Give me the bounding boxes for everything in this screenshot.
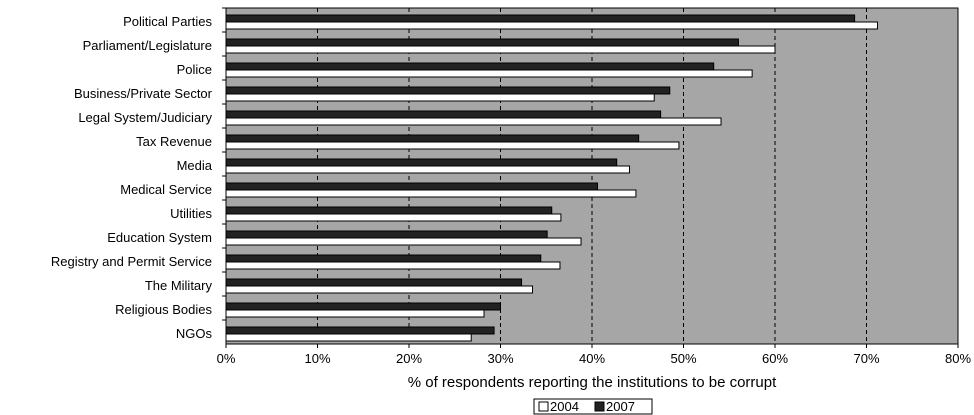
legend-label-2007: 2007: [606, 399, 635, 414]
legend: 2004 2007: [533, 398, 653, 415]
category-label: The Military: [145, 278, 213, 293]
bar-2007: [225, 62, 715, 71]
bar-2007: [225, 134, 640, 143]
bar-2004: [225, 261, 561, 270]
category-labels: Political Parties Parliament/Legislature P…: [51, 7, 226, 341]
bar-2004: [225, 309, 485, 318]
bar-2004: [225, 285, 534, 294]
x-tick-label: 10%: [304, 351, 330, 366]
bars: [225, 14, 878, 342]
category-label: Parliament/Legislature: [83, 38, 212, 53]
category-label: Legal System/Judiciary: [78, 110, 212, 125]
x-tick-label: 20%: [396, 351, 422, 366]
category-label: Medical Service: [120, 182, 212, 197]
bar-2007: [225, 86, 671, 95]
x-tick-label: 70%: [853, 351, 879, 366]
category-label: Political Parties: [123, 14, 212, 29]
legend-label-2004: 2004: [550, 399, 579, 414]
x-axis-ticks: 0% 10% 20% 30% 40% 50% 60% 70% 80%: [217, 344, 971, 366]
bar-2004: [225, 213, 562, 222]
bar-2004: [225, 21, 878, 30]
category-label: Religious Bodies: [115, 302, 212, 317]
bar-2007: [225, 110, 662, 119]
category-label: Business/Private Sector: [74, 86, 213, 101]
legend-swatch-2004: [538, 401, 549, 412]
bar-2004: [225, 45, 776, 54]
x-tick-label: 40%: [579, 351, 605, 366]
category-label: NGOs: [176, 326, 213, 341]
legend-swatch-2007: [594, 401, 605, 412]
bar-2004: [225, 141, 680, 150]
bar-2007: [225, 278, 523, 287]
bar-2004: [225, 333, 472, 342]
x-tick-label: 80%: [945, 351, 971, 366]
legend-frame: [533, 398, 653, 415]
bar-2007: [225, 254, 542, 263]
bar-2007: [225, 182, 598, 191]
bar-2007: [225, 230, 548, 239]
category-label: Media: [177, 158, 213, 173]
bar-2007: [225, 158, 618, 167]
bar-2007: [225, 14, 856, 23]
x-tick-label: 0%: [217, 351, 236, 366]
bar-2004: [225, 237, 582, 246]
x-tick-label: 50%: [670, 351, 696, 366]
category-label: Education System: [107, 230, 212, 245]
category-label: Registry and Permit Service: [51, 254, 212, 269]
bar-2004: [225, 93, 655, 102]
bar-2004: [225, 117, 722, 126]
category-label: Police: [177, 62, 212, 77]
x-tick-label: 60%: [762, 351, 788, 366]
bar-2004: [225, 165, 631, 174]
x-tick-label: 30%: [487, 351, 513, 366]
bar-2007: [225, 206, 553, 215]
bar-2007: [225, 326, 495, 335]
bar-2007: [225, 38, 739, 47]
category-label: Utilities: [170, 206, 212, 221]
category-label: Tax Revenue: [136, 134, 212, 149]
bar-2007: [225, 302, 501, 311]
x-axis-title: % of respondents reporting the instituti…: [408, 374, 777, 391]
bar-2004: [225, 189, 637, 198]
bar-2004: [225, 69, 753, 78]
